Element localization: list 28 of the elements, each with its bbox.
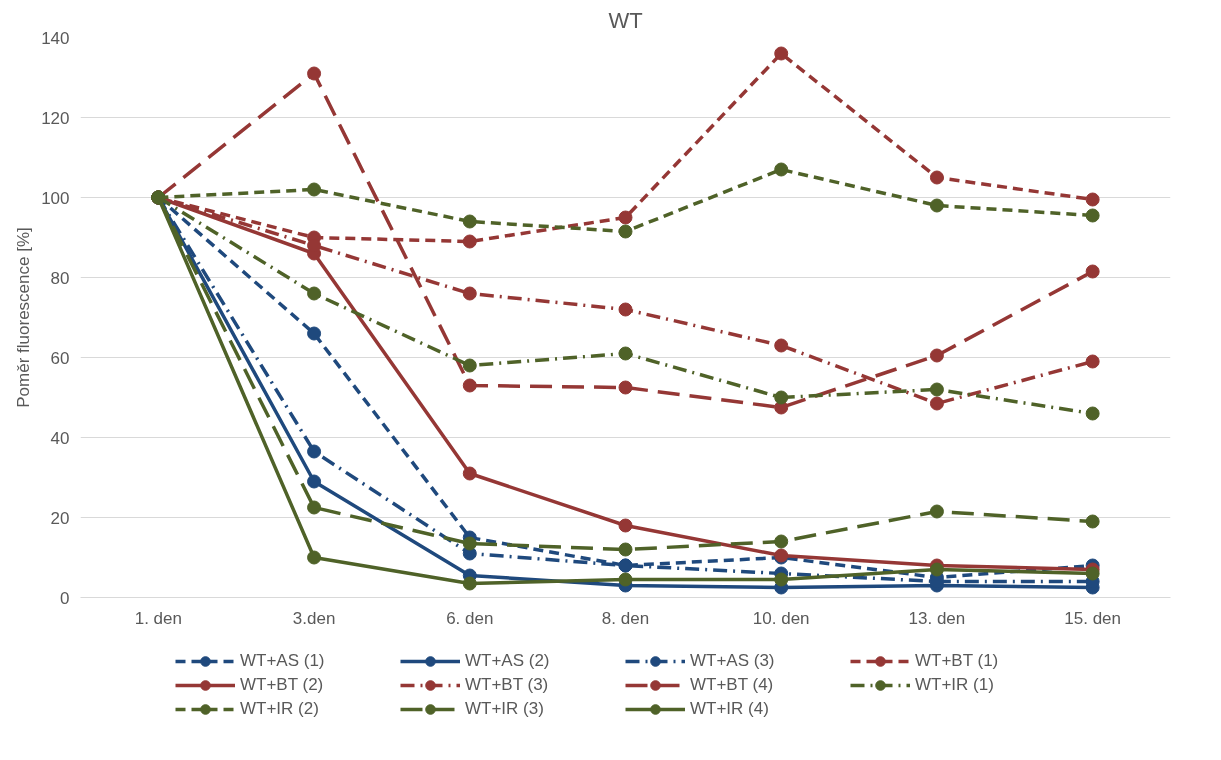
legend-label: WT+BT (4) [690,674,775,696]
y-tick-label: 80 [50,268,70,288]
y-tick-label: 140 [41,28,70,48]
x-tick-label: 3.den [292,608,336,628]
legend-label: WT+AS (2) [465,650,551,672]
x-tick-label: 1. den [134,608,182,628]
x-tick-label: 8. den [601,608,650,628]
chart-title: WT [608,7,643,33]
legend-label: WT+BT (2) [240,674,325,696]
y-tick-label: 20 [50,508,70,528]
y-tick-label: 120 [41,108,70,128]
y-axis-title: Poměr fluorescence [%] [14,227,34,408]
legend-label: WT+AS (1) [240,650,326,672]
x-tick-label: 10. den [752,608,810,628]
y-tick-label: 100 [41,188,70,208]
x-tick-label: 15. den [1064,608,1122,628]
x-tick-label: 13. den [908,608,966,628]
legend-label: WT+IR (3) [465,698,545,720]
legend-label: WT+BT (1) [915,650,1000,672]
y-tick-label: 0 [60,588,70,608]
y-tick-label: 40 [50,428,70,448]
y-tick-label: 60 [50,348,70,368]
legend-label: WT+BT (3) [465,674,550,696]
legend-label: WT+IR (1) [915,674,995,696]
legend-label: WT+IR (2) [240,698,320,720]
legend-label: WT+AS (3) [690,650,776,672]
legend-label: WT+IR (4) [690,698,770,720]
x-tick-label: 6. den [446,608,494,628]
